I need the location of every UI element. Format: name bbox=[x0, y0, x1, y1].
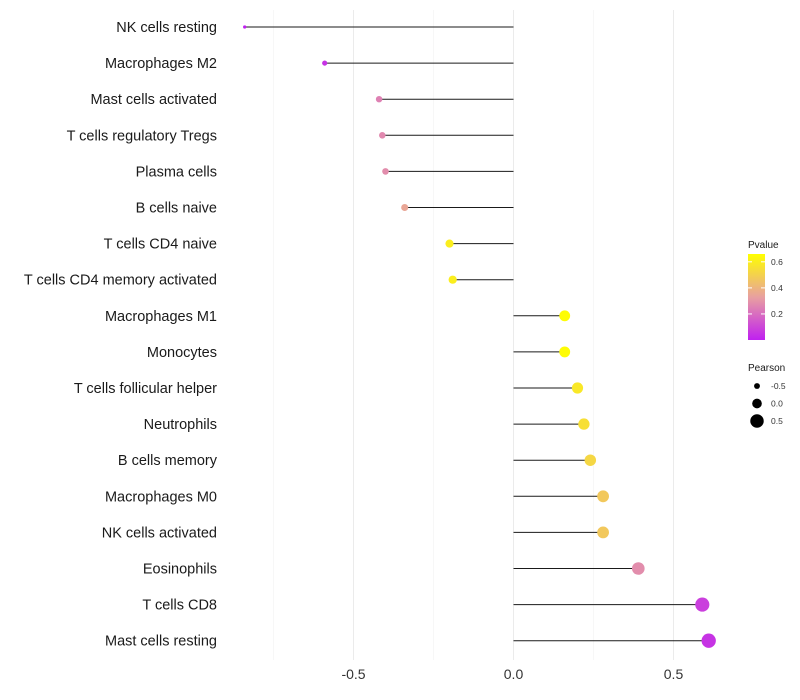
pvalue-legend-label: 0.4 bbox=[771, 283, 783, 293]
x-tick-label: 0.0 bbox=[504, 666, 524, 682]
pearson-legend-dot bbox=[750, 414, 764, 428]
category-label: T cells regulatory Tregs bbox=[67, 128, 217, 144]
category-label: Macrophages M0 bbox=[105, 489, 217, 505]
lollipop-point bbox=[379, 132, 386, 139]
category-label: Monocytes bbox=[147, 345, 217, 361]
pvalue-colorbar bbox=[748, 254, 765, 340]
category-label: T cells CD8 bbox=[142, 598, 217, 614]
lollipop-point bbox=[701, 633, 716, 648]
category-label: NK cells resting bbox=[116, 20, 217, 36]
category-label: Macrophages M2 bbox=[105, 56, 217, 72]
grid-lines bbox=[273, 10, 674, 660]
lollipop-point bbox=[243, 25, 247, 29]
lollipop-points bbox=[243, 25, 716, 648]
lollipop-point bbox=[631, 562, 645, 575]
lollipop-point bbox=[445, 239, 454, 248]
category-label: T cells follicular helper bbox=[74, 381, 217, 397]
category-labels: NK cells resting Macrophages M2 Mast cells… bbox=[24, 20, 218, 650]
category-label: Macrophages M1 bbox=[105, 309, 217, 325]
category-label: B cells memory bbox=[118, 453, 218, 469]
pearson-legend-title: Pearson bbox=[748, 363, 785, 374]
category-label: T cells CD4 memory activated bbox=[24, 273, 217, 289]
lollipop-point bbox=[695, 597, 710, 612]
lollipop-point bbox=[578, 418, 590, 430]
pearson-legend-dot bbox=[752, 398, 762, 409]
pvalue-legend-title: Pvalue bbox=[748, 240, 779, 251]
pearson-legend-label: -0.5 bbox=[771, 381, 786, 391]
pearson-legend: Pearson -0.5 0.0 0.5 bbox=[748, 363, 786, 428]
category-label: Eosinophils bbox=[143, 562, 217, 578]
category-label: NK cells activated bbox=[102, 525, 217, 541]
lollipop-point bbox=[559, 346, 571, 358]
lollipop-stems bbox=[244, 26, 709, 642]
lollipop-point bbox=[597, 526, 609, 539]
category-label: B cells naive bbox=[136, 201, 217, 217]
category-label: Neutrophils bbox=[144, 417, 217, 433]
lollipop-point bbox=[448, 275, 457, 284]
pvalue-legend: Pvalue 0.2 0.4 0.6 bbox=[748, 240, 783, 340]
pearson-legend-label: 0.5 bbox=[771, 416, 783, 426]
lollipop-point bbox=[559, 310, 571, 322]
x-tick-label: 0.5 bbox=[664, 666, 684, 682]
lollipop-point bbox=[375, 95, 383, 103]
category-label: Plasma cells bbox=[136, 164, 217, 180]
category-label: Mast cells activated bbox=[90, 92, 217, 108]
category-label: T cells CD4 naive bbox=[104, 237, 217, 253]
pvalue-legend-label: 0.2 bbox=[771, 309, 783, 319]
x-tick-label: -0.5 bbox=[341, 666, 365, 682]
lollipop-point bbox=[571, 382, 584, 394]
pvalue-legend-label: 0.6 bbox=[771, 257, 783, 267]
lollipop-point bbox=[382, 168, 389, 175]
lollipop-point bbox=[401, 203, 409, 212]
pearson-legend-label: 0.0 bbox=[771, 399, 783, 409]
x-axis-ticks: -0.5 0.0 0.5 bbox=[341, 666, 683, 682]
lollipop-point bbox=[322, 60, 328, 66]
category-label: Mast cells resting bbox=[105, 634, 217, 650]
lollipop-point bbox=[597, 490, 609, 503]
lollipop-point bbox=[584, 454, 597, 466]
pearson-legend-dot bbox=[754, 383, 760, 389]
